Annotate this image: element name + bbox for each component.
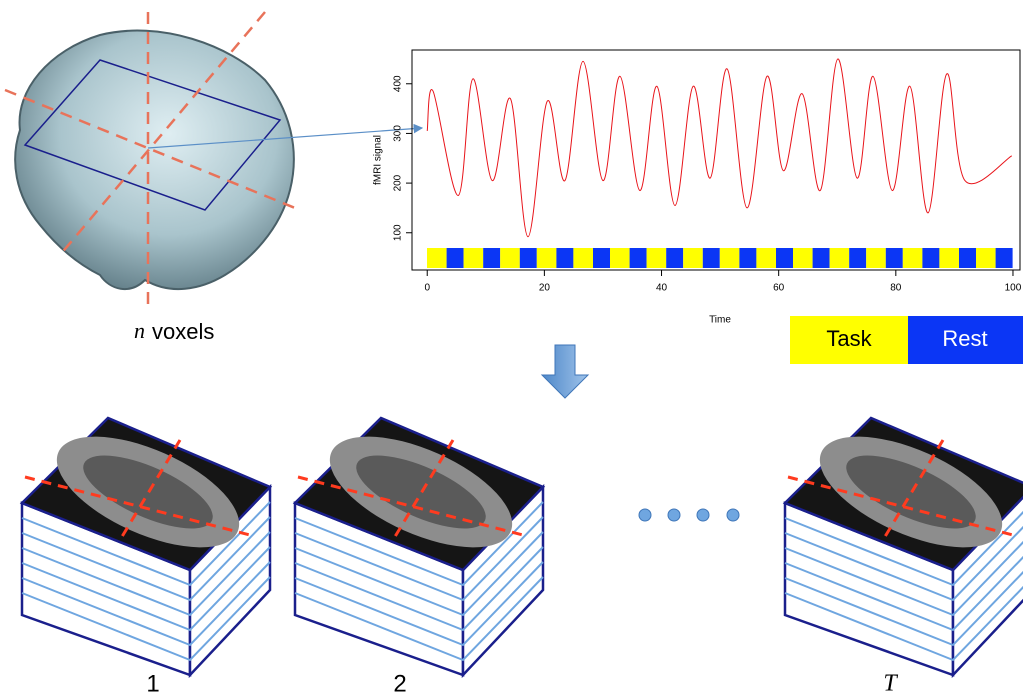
down-arrow	[542, 345, 588, 398]
y-tick-label: 100	[393, 224, 404, 241]
task-block	[976, 248, 996, 268]
volume-label: 2	[393, 670, 406, 697]
ellipsis-dots	[639, 509, 739, 521]
volume-label: 1	[146, 670, 159, 697]
plot-frame	[412, 50, 1020, 270]
x-tick-label: 20	[539, 283, 551, 294]
rest-block	[666, 248, 683, 268]
y-tick-label: 300	[393, 125, 404, 142]
task-block	[610, 248, 630, 268]
rest-block	[776, 248, 793, 268]
task-block	[939, 248, 959, 268]
task-block	[866, 248, 886, 268]
task-block	[756, 248, 776, 268]
rest-block	[922, 248, 939, 268]
rest-block	[593, 248, 610, 268]
rest-block	[959, 248, 976, 268]
task-block	[427, 248, 447, 268]
y-tick-label: 200	[393, 174, 404, 191]
x-tick-label: 100	[1005, 283, 1022, 294]
task-block	[647, 248, 667, 268]
task-block	[830, 248, 850, 268]
rest-block	[739, 248, 756, 268]
rest-block	[447, 248, 464, 268]
legend-task: Task	[826, 326, 872, 351]
brain	[5, 12, 422, 305]
volume-stacks	[22, 414, 1023, 675]
rest-block	[556, 248, 573, 268]
volume-label: T	[883, 671, 898, 697]
task-block	[903, 248, 923, 268]
y-tick-label: 400	[393, 75, 404, 92]
voxel-label: voxels	[152, 319, 214, 344]
signal-chart: 0 20 40 60 80 100 100 200 300 400	[393, 59, 1022, 294]
x-axis-label: Time	[709, 315, 731, 326]
task-block	[537, 248, 557, 268]
x-tick-label: 60	[773, 283, 785, 294]
signal-line	[427, 59, 1012, 237]
task-block	[683, 248, 703, 268]
voxel-symbol: n	[134, 318, 145, 343]
task-block	[573, 248, 593, 268]
rest-block	[886, 248, 903, 268]
task-block	[793, 248, 813, 268]
x-tick-label: 0	[424, 283, 430, 294]
rest-block	[849, 248, 866, 268]
x-tick-label: 40	[656, 283, 668, 294]
task-block	[720, 248, 740, 268]
y-axis-label: fMRI signal	[373, 135, 384, 185]
rest-block	[520, 248, 537, 268]
rest-block	[996, 248, 1013, 268]
x-tick-label: 80	[890, 283, 902, 294]
task-block	[500, 248, 520, 268]
task-block	[464, 248, 484, 268]
rest-block	[813, 248, 830, 268]
rest-block	[483, 248, 500, 268]
figure: n voxels fMRI signal Time 02040608010010…	[0, 0, 1023, 700]
rest-block	[630, 248, 647, 268]
rest-block	[703, 248, 720, 268]
legend-rest: Rest	[942, 326, 987, 351]
